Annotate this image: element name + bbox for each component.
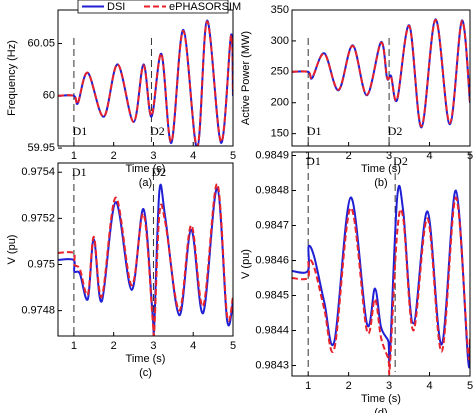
x-tick-label: 3 (150, 340, 156, 352)
x-tick-label: 2 (346, 150, 352, 162)
annotation: D1 (73, 124, 88, 138)
caption: (d) (374, 407, 387, 413)
y-tick-label: 250 (271, 66, 289, 78)
x-tick-label: 2 (346, 380, 352, 392)
x-tick-label: 2 (111, 340, 117, 352)
series-line (58, 183, 233, 336)
x-tick-label: 5 (230, 150, 236, 162)
x-tick-label: 4 (426, 150, 432, 162)
x-axis-label: Time (s) (126, 353, 166, 365)
legend-label: DSI (107, 1, 125, 13)
x-tick-label: 4 (190, 340, 196, 352)
series-line (292, 18, 470, 128)
y-tick-label: 350 (271, 4, 289, 16)
plot-frame (57, 162, 234, 337)
y-tick-label: 0.9754 (21, 166, 55, 178)
x-tick-label: 4 (190, 150, 196, 162)
legend-label: ePHASORSIM (169, 1, 241, 13)
x-tick-label: 3 (386, 150, 392, 162)
annotation: D1 (306, 154, 321, 168)
y-axis-label: V (pu) (240, 249, 252, 279)
y-tick-label: 150 (271, 128, 289, 140)
y-tick-label: 0.9752 (21, 212, 55, 224)
y-tick-label: 0.9849 (255, 149, 289, 161)
x-tick-label: 5 (467, 380, 473, 392)
series-line (58, 182, 233, 336)
y-tick-label: 60.05 (27, 37, 55, 49)
y-tick-label: 0.9847 (255, 219, 289, 231)
y-tick-label: 300 (271, 35, 289, 47)
series-line (58, 20, 233, 146)
y-tick-label: 0.9846 (255, 254, 289, 266)
y-tick-label: 200 (271, 97, 289, 109)
caption: (b) (374, 177, 387, 189)
x-tick-label: 5 (230, 340, 236, 352)
annotation: D2 (150, 124, 165, 138)
caption: (a) (139, 177, 152, 189)
x-tick-label: 1 (305, 150, 311, 162)
x-axis-label: Time (s) (126, 163, 166, 175)
y-tick-label: 0.9848 (255, 184, 289, 196)
caption: (c) (139, 367, 152, 379)
x-tick-label: 1 (71, 150, 77, 162)
x-tick-label: 4 (426, 380, 432, 392)
plot-frame (291, 151, 471, 377)
y-tick-label: 59.95 (27, 142, 55, 154)
annotation: D1 (72, 165, 87, 179)
annotation: D2 (393, 154, 408, 168)
annotation: D1 (307, 124, 322, 138)
x-axis-label: Time (s) (361, 393, 401, 405)
y-axis-label: Active Power (MW) (240, 31, 252, 125)
y-tick-label: 0.9844 (255, 324, 289, 336)
x-tick-label: 3 (150, 150, 156, 162)
x-tick-label: 3 (386, 380, 392, 392)
y-tick-label: 0.975 (27, 258, 55, 270)
annotation: D2 (388, 124, 403, 138)
x-tick-label: 1 (305, 380, 311, 392)
y-axis-label: Frequency (Hz) (6, 40, 18, 116)
y-tick-label: 0.9845 (255, 289, 289, 301)
y-tick-label: 60 (43, 90, 55, 102)
x-axis-label: Time (s) (361, 163, 401, 175)
y-axis-label: V (pu) (6, 235, 18, 265)
x-tick-label: 1 (71, 340, 77, 352)
annotation: D2 (151, 165, 166, 179)
x-tick-label: 2 (111, 150, 117, 162)
series-line (292, 184, 470, 369)
y-tick-label: 0.9843 (255, 359, 289, 371)
y-tick-label: 0.9748 (21, 305, 55, 317)
plot-frame (291, 9, 471, 147)
series-line (292, 196, 470, 375)
